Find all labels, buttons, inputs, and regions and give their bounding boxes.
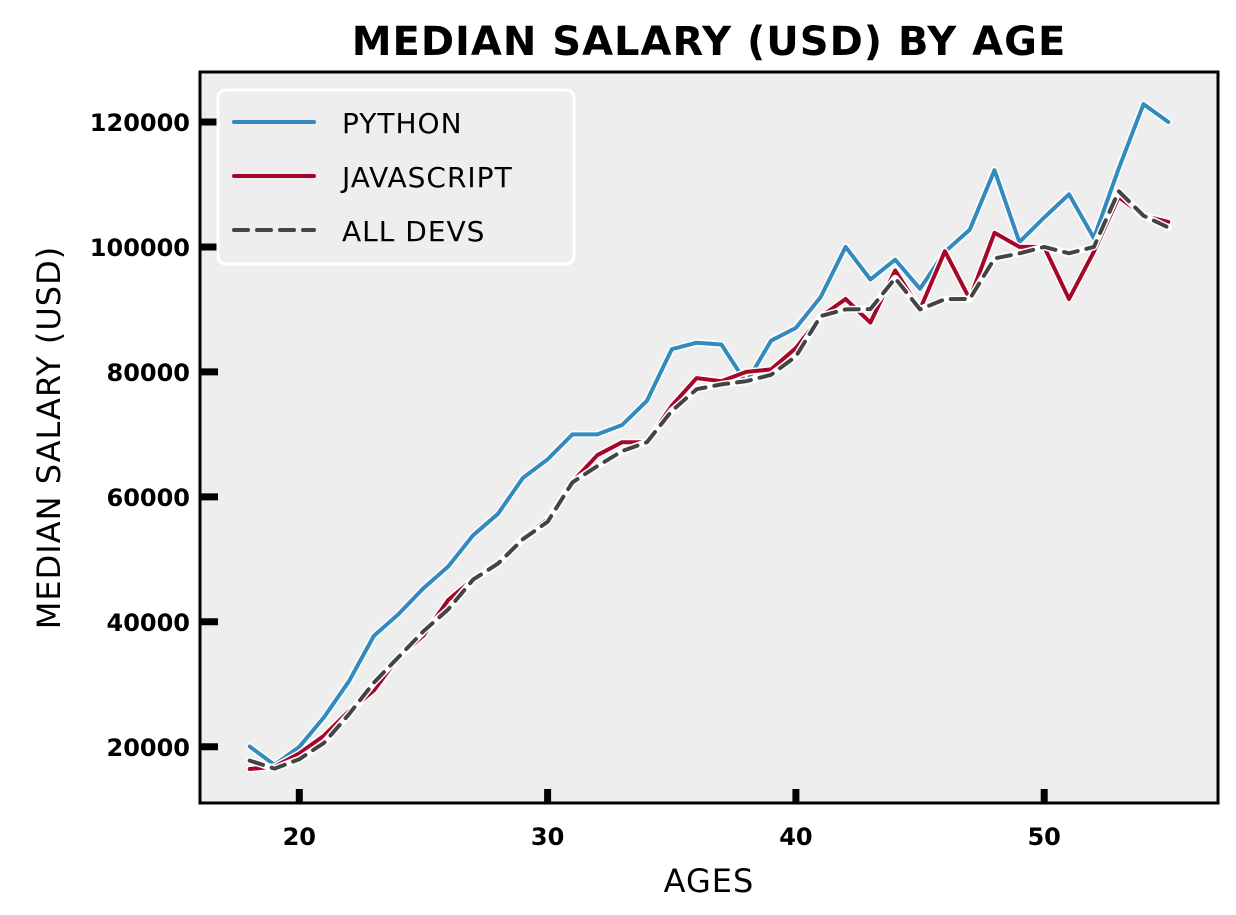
chart-title: MEDIAN SALARY (USD) BY AGE [352, 19, 1067, 65]
x-tick-label: 30 [531, 823, 564, 851]
x-tick-label: 40 [779, 823, 812, 851]
legend-box [216, 88, 576, 266]
y-axis-label: MEDIAN SALARY (USD) [30, 246, 68, 629]
series-line-python [247, 102, 1171, 767]
plot-frame [198, 70, 1220, 805]
legend-label-all-devs: ALL DEVS [342, 215, 485, 248]
y-tick-label: 60000 [107, 484, 191, 512]
legend-label-python: PYTHON [342, 107, 463, 140]
legend-label-javascript: JAVASCRIPT [340, 161, 513, 194]
x-axis-label: AGES [664, 862, 755, 900]
x-tick-label: 50 [1027, 823, 1060, 851]
y-tick-label: 40000 [107, 609, 191, 637]
y-tick-label: 100000 [90, 234, 190, 262]
y-tick-label: 80000 [107, 359, 191, 387]
y-axis-ticks: 20000 40000 60000 80000 100000 120000 [90, 109, 218, 762]
x-tick-label: 20 [283, 823, 316, 851]
series-lines [246, 100, 1172, 773]
y-tick-label: 120000 [90, 109, 190, 137]
legend: PYTHON JAVASCRIPT ALL DEVS [216, 88, 576, 266]
series-halo-all-devs [246, 187, 1172, 773]
x-axis-ticks: 20 30 40 50 [283, 789, 1061, 851]
y-tick-label: 20000 [107, 734, 191, 762]
